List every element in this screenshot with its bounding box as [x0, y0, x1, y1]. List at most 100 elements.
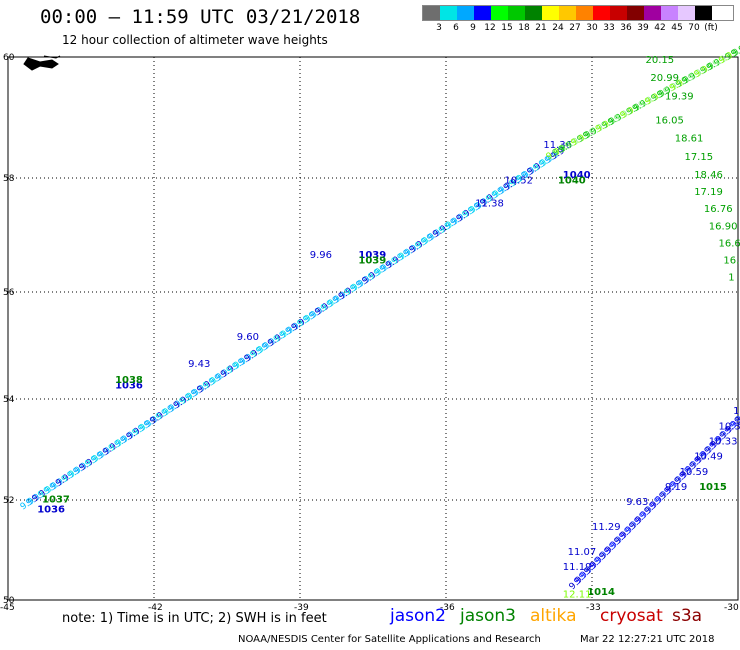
footer-note: note: 1) Time is in UTC; 2) SWH is in fe… [62, 611, 327, 626]
legend-swatch [627, 6, 644, 20]
latitude-tick-label: 58 [3, 174, 15, 184]
map-grid [7, 56, 739, 601]
latitude-tick-label: 52 [3, 496, 14, 506]
latitude-tick-label: 54 [3, 395, 15, 405]
track-value-label: 16.6 [719, 238, 740, 249]
axis-ticks: 60 58 56 54 52 50-45 -42 -39 -36 -33 -30 [0, 53, 739, 613]
track-value-label: 9.43 [188, 359, 210, 370]
track-value-label: 16.90 [709, 221, 738, 232]
track-value-label: 17.19 [694, 187, 723, 198]
track-value-label: 16. [723, 256, 739, 267]
legend-swatch [525, 6, 542, 20]
track-value-label: 11.19 [563, 562, 592, 573]
latitude-tick-label: 56 [3, 288, 15, 298]
track-value-label: 1037 [42, 495, 70, 506]
legend-swatch [423, 6, 440, 20]
mission-label-jason3: jason3 [460, 606, 516, 626]
legend-swatch [457, 6, 474, 20]
legend-label: 12 [484, 23, 496, 33]
track-value-label: 1039 [358, 256, 386, 267]
latitude-tick-label: 60 [3, 53, 15, 63]
legend-swatch [661, 6, 678, 20]
track-value-label: 17.15 [684, 152, 713, 163]
legend-label: 70 [688, 23, 700, 33]
mission-label-jason2: jason2 [390, 606, 446, 626]
track-value-label: 10.2 [733, 406, 740, 417]
legend-swatch [474, 6, 491, 20]
satellite-tracks: 9.99.99.99.99.99.99.99.99.99.99.99.99.99… [19, 44, 740, 601]
track-value-label: 16.76 [704, 204, 733, 215]
track-value-label: 1 [728, 273, 734, 284]
track-value-label: 10.52 [504, 176, 533, 187]
track-value-label: 18.46 [694, 170, 723, 181]
longitude-tick-label: -39 [294, 603, 309, 613]
track-value-label: 1015 [699, 482, 727, 493]
map-title: 00:00 – 11:59 UTC 03/21/2018 [40, 6, 361, 28]
legend-label: 24 [552, 23, 564, 33]
mission-label-altika: altika [530, 606, 577, 626]
coastline [23, 55, 61, 71]
track-value-label: 1038 [115, 375, 143, 386]
legend-labels: 3 6 9 12 15 18 21 24 27 30 33 36 39 42 45 70 (ft) [422, 21, 734, 35]
legend-label: 21 [535, 23, 547, 33]
legend-color-bar [422, 5, 734, 21]
legend-label: 15 [501, 23, 513, 33]
legend-swatch [644, 6, 661, 20]
track-value-label: 12.11 [563, 590, 592, 601]
legend-swatch [610, 6, 627, 20]
legend-label: (ft) [704, 23, 718, 33]
track-value-label: 9.19 [665, 482, 687, 493]
legend-label: 9 [470, 23, 476, 33]
track-value-label: 10.3 [719, 421, 740, 432]
legend-swatch [695, 6, 712, 20]
mission-label-cryosat: cryosat [600, 606, 663, 626]
legend-swatch [593, 6, 610, 20]
legend-label: 27 [569, 23, 581, 33]
track-value-label: 1036 [115, 380, 143, 391]
legend-label: 3 [436, 23, 442, 33]
track-value-label: 1040 [563, 170, 591, 181]
track-sample-mark: 9.9 [733, 409, 740, 426]
track-value-label: 20.15 [646, 55, 675, 66]
track-value-label: 18.61 [675, 134, 704, 145]
legend-label: 39 [637, 23, 649, 33]
track-value-label: 11.38 [475, 199, 504, 210]
longitude-tick-label: -36 [440, 603, 455, 613]
legend-swatch [508, 6, 525, 20]
track-value-label: 11.36 [543, 140, 572, 151]
track-value-label: 1014 [587, 587, 615, 598]
legend-label: 30 [586, 23, 598, 33]
legend-label: 42 [654, 23, 666, 33]
legend-label: 45 [671, 23, 683, 33]
track-sample-mark: 9.9 [728, 414, 740, 431]
legend-label: 33 [603, 23, 615, 33]
legend-swatch [576, 6, 593, 20]
track-value-label: 11.07 [568, 547, 597, 558]
legend-swatch [542, 6, 559, 20]
legend-swatch [491, 6, 508, 20]
legend-label: 6 [453, 23, 459, 33]
track-value-label: 9.60 [237, 332, 259, 343]
legend-swatch [559, 6, 576, 20]
map-subtitle: 12 hour collection of altimeter wave hei… [62, 33, 328, 47]
track-value-label: 1036 [37, 505, 65, 516]
legend-label: 36 [620, 23, 632, 33]
track-value-label: 20.99 [650, 73, 679, 84]
legend-label: 18 [518, 23, 530, 33]
track-value-label: 10.33 [709, 436, 738, 447]
longitude-tick-label: -45 [0, 603, 15, 613]
map-border [7, 56, 739, 601]
credit-line: NOAA/NESDIS Center for Satellite Applica… [238, 634, 541, 645]
track-value-label: 9.96 [310, 250, 332, 261]
generated-timestamp: Mar 22 12:27:21 UTC 2018 [580, 634, 715, 645]
track-value-label: 19.39 [665, 91, 694, 102]
track-value-label: 9.63 [626, 497, 648, 508]
legend-swatch [678, 6, 695, 20]
legend-swatch [440, 6, 457, 20]
track-value-label: 10.59 [680, 467, 709, 478]
track-value-label: 16.05 [655, 116, 684, 127]
track-value-label: 10.49 [694, 452, 723, 463]
longitude-tick-label: -30 [724, 603, 739, 613]
longitude-tick-label: -42 [148, 603, 163, 613]
